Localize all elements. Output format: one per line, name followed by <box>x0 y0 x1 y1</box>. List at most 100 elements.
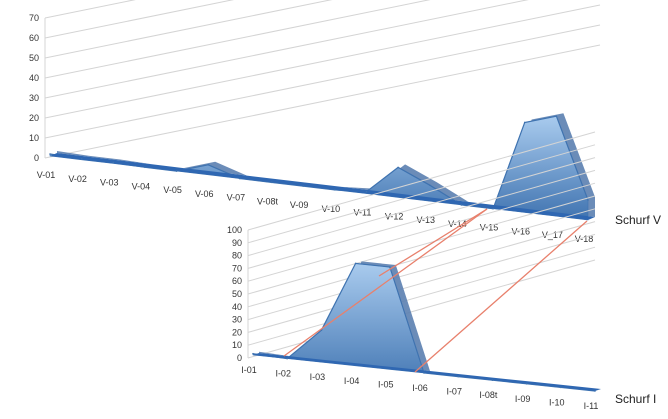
data-point-V-04 <box>144 166 146 169</box>
data-point-I-08t <box>491 379 494 382</box>
y-tick-label: 20 <box>232 327 242 337</box>
x-tick-label: I-04 <box>344 376 360 386</box>
x-tick-label: V-16 <box>511 226 530 236</box>
y-tick-label: 80 <box>232 251 242 261</box>
gridline <box>247 195 596 295</box>
gridline <box>44 0 431 79</box>
connector-line <box>283 208 488 357</box>
data-point-V-12 <box>397 166 399 169</box>
data-point-V-03 <box>112 161 115 164</box>
data-point-V-07 <box>239 177 241 180</box>
gridline <box>44 0 136 19</box>
y-tick-label: 10 <box>232 340 242 350</box>
area-series <box>49 115 589 221</box>
data-point-I-10 <box>560 386 562 389</box>
x-tick-label: I-03 <box>310 372 326 382</box>
data-point-I-05 <box>389 266 391 268</box>
data-point-I-07 <box>457 375 460 378</box>
x-tick-label: V-13 <box>417 215 436 225</box>
connector-line <box>414 220 588 373</box>
x-tick-label: I-09 <box>515 394 531 404</box>
data-point-V-10 <box>334 189 336 191</box>
y-tick-label: 40 <box>29 73 39 83</box>
data-point-V-09 <box>302 185 304 187</box>
gridline <box>44 0 235 39</box>
data-point-I-09 <box>525 383 528 385</box>
x-tick-label: V-12 <box>385 211 404 221</box>
gridline <box>247 259 596 359</box>
data-point-V-15 <box>492 207 494 210</box>
chart-schurf-v: 0 10 20 30 40 50 60 70 V-01 V-02 V-03 V-04 V-05 V-06 V… <box>29 0 601 244</box>
connector-line <box>378 208 488 277</box>
x-tick-label: I-02 <box>275 369 291 379</box>
y-tick-label: 50 <box>29 53 39 63</box>
gridline <box>44 24 601 139</box>
y-tick-label: 60 <box>232 276 242 286</box>
y-tick-label: 70 <box>232 263 242 273</box>
gridline <box>247 208 596 308</box>
x-tick-label: I-05 <box>378 379 394 389</box>
gridline <box>247 246 596 346</box>
x-tick-label: V-04 <box>132 181 151 191</box>
gridline <box>247 144 596 244</box>
gridline <box>247 169 596 269</box>
gridline <box>44 44 601 159</box>
data-point-V-11 <box>365 190 368 193</box>
x-tick-label: I-06 <box>412 383 428 393</box>
x-tick-label: V-03 <box>100 178 119 188</box>
y-tick-label: 20 <box>29 113 39 123</box>
area-floor-band <box>253 353 601 391</box>
x-tick-label: V-18 <box>575 234 594 244</box>
data-point-V-14 <box>460 204 463 206</box>
x-tick-label: V-02 <box>68 174 87 184</box>
x-tick-label: V-09 <box>290 200 309 210</box>
x-tick-label: V_17 <box>542 230 563 240</box>
gridline <box>247 221 596 321</box>
data-point-I-01 <box>252 352 254 355</box>
x-tick-label: V-10 <box>322 204 341 214</box>
x-tick-label: I-10 <box>549 397 565 407</box>
data-point-V-05 <box>175 170 178 172</box>
x-tick-label: V-01 <box>37 170 56 180</box>
data-point-I-04 <box>354 262 357 265</box>
gridline <box>247 233 596 333</box>
y-tick-label: 0 <box>237 353 242 363</box>
data-point-V-06 <box>207 164 210 166</box>
x-tick-label: V-15 <box>480 223 499 233</box>
data-point-V-01 <box>49 153 51 155</box>
x-tick-label: V-14 <box>448 219 467 229</box>
gridline <box>44 4 601 119</box>
x-tick-label: I-11 <box>584 401 599 411</box>
data-point-I-11 <box>594 390 596 392</box>
y-tick-label: 30 <box>232 315 242 325</box>
x-tick-label: V-06 <box>195 189 214 199</box>
x-tick-label: I-07 <box>446 387 462 397</box>
gridline <box>44 0 333 59</box>
x-tick-label: V-08t <box>257 196 279 206</box>
y-tick-label: 60 <box>29 33 39 43</box>
y-tick-label: 50 <box>232 289 242 299</box>
correlation-connectors <box>283 208 588 373</box>
gridline <box>247 182 596 282</box>
data-point-I-06 <box>423 372 425 374</box>
data-point-V_17 <box>555 115 558 118</box>
area-floor-band <box>50 153 595 220</box>
x-tick-label: V-05 <box>163 185 182 195</box>
y-tick-label: 100 <box>227 225 242 235</box>
y-tick-label: 10 <box>29 133 39 143</box>
x-tick-label: I-01 <box>241 365 257 375</box>
series-label-schurf-i: Schurf I <box>615 392 656 406</box>
data-point-V-13 <box>428 184 431 186</box>
y-tick-label: 70 <box>29 13 39 23</box>
x-tick-label: I-08t <box>479 390 498 400</box>
data-point-V-08t <box>270 181 273 184</box>
y-tick-label: 90 <box>232 238 242 248</box>
y-tick-label: 30 <box>29 93 39 103</box>
gridline <box>44 0 529 99</box>
chart-schurf-i: 0 10 20 30 40 50 60 70 80 90 100 I-01 I-02 I-03 I-04 I-… <box>227 131 601 411</box>
x-tick-label: V-11 <box>354 208 372 218</box>
data-point-V-18 <box>587 199 589 201</box>
y-tick-label: 0 <box>34 153 39 163</box>
data-point-V-02 <box>80 157 83 160</box>
